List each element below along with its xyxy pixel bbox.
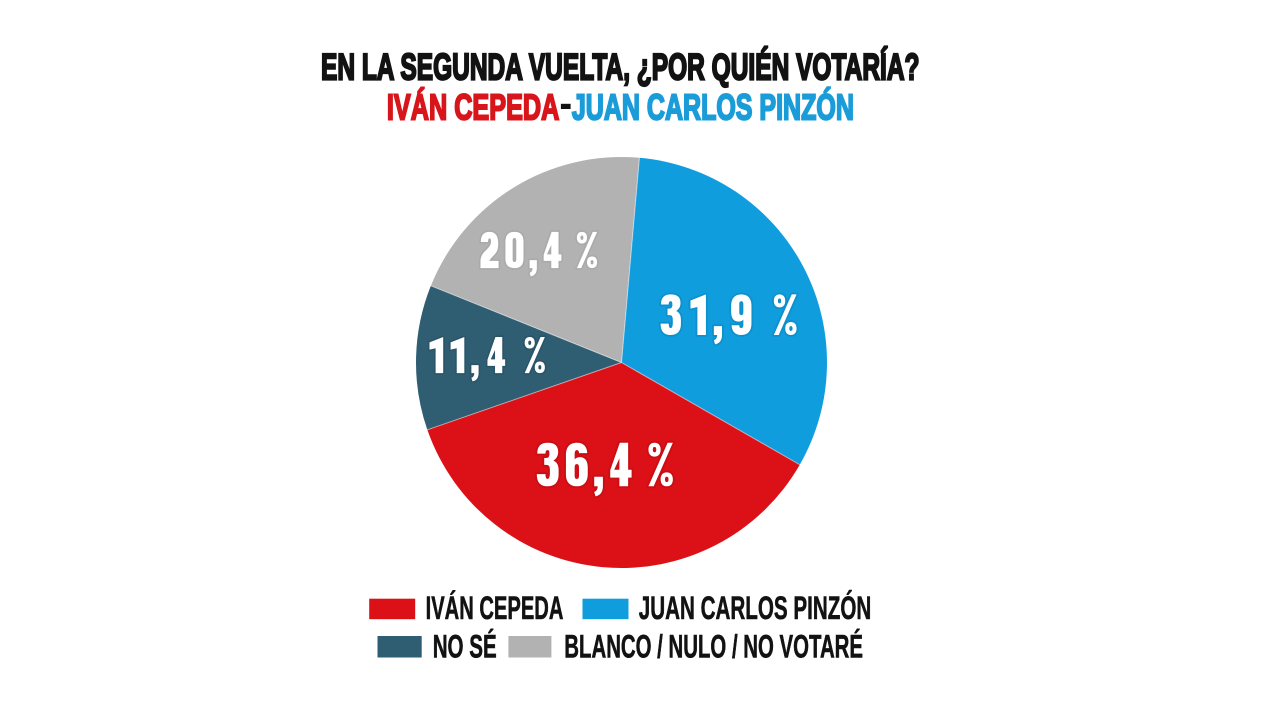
svg-text:IVÁN CEPEDA: IVÁN CEPEDA	[387, 86, 560, 127]
svg-text:JUAN CARLOS PINZÓN: JUAN CARLOS PINZÓN	[572, 85, 854, 127]
svg-text:BLANCO / NULO / NO VOTARÉ: BLANCO / NULO / NO VOTARÉ	[564, 629, 863, 665]
svg-text:IVÁN CEPEDA: IVÁN CEPEDA	[426, 590, 564, 626]
svg-text:NO SÉ: NO SÉ	[433, 629, 497, 665]
svg-text:EN LA SEGUNDA VUELTA, ¿POR QUI: EN LA SEGUNDA VUELTA, ¿POR QUIÉN VOTARÍA…	[321, 45, 920, 87]
svg-text:JUAN CARLOS PINZÓN: JUAN CARLOS PINZÓN	[639, 590, 872, 626]
